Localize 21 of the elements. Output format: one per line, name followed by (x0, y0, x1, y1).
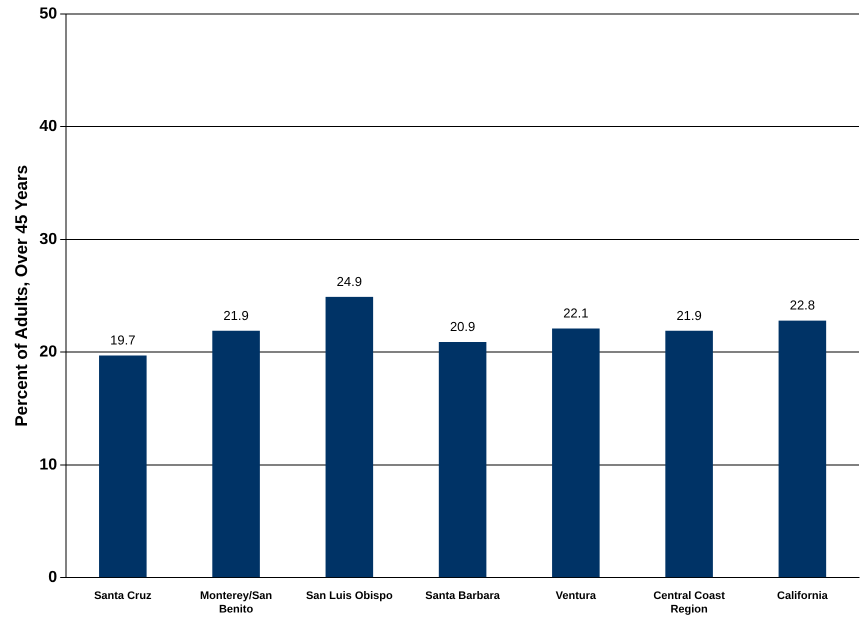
y-tick-label: 10 (39, 456, 58, 474)
data-label: 22.8 (790, 298, 816, 313)
x-tick-label: Central Coast Region (653, 590, 726, 616)
y-tick-label: 50 (39, 5, 58, 22)
y-axis-title: Percent of Adults, Over 45 Years (12, 164, 31, 427)
x-tick-label: Ventura (556, 590, 597, 602)
data-label: 19.7 (110, 332, 136, 348)
data-label: 22.1 (563, 306, 589, 321)
y-tick-label: 20 (39, 344, 58, 361)
x-tick-label: Santa Barbara (425, 590, 501, 602)
x-tick-label: San Luis Obispo (306, 590, 394, 602)
data-label: 21.9 (676, 308, 702, 323)
x-tick-label: California (777, 590, 829, 602)
y-tick-label: 30 (39, 230, 58, 248)
x-tick-label: Santa Cruz (94, 590, 152, 602)
data-label: 24.9 (336, 274, 362, 290)
y-tick-label: 0 (48, 569, 58, 586)
data-label: 21.9 (223, 308, 249, 323)
x-tick-label: Monterey/San Benito (200, 590, 272, 616)
data-label: 20.9 (450, 319, 476, 334)
y-tick-label: 40 (39, 118, 58, 136)
